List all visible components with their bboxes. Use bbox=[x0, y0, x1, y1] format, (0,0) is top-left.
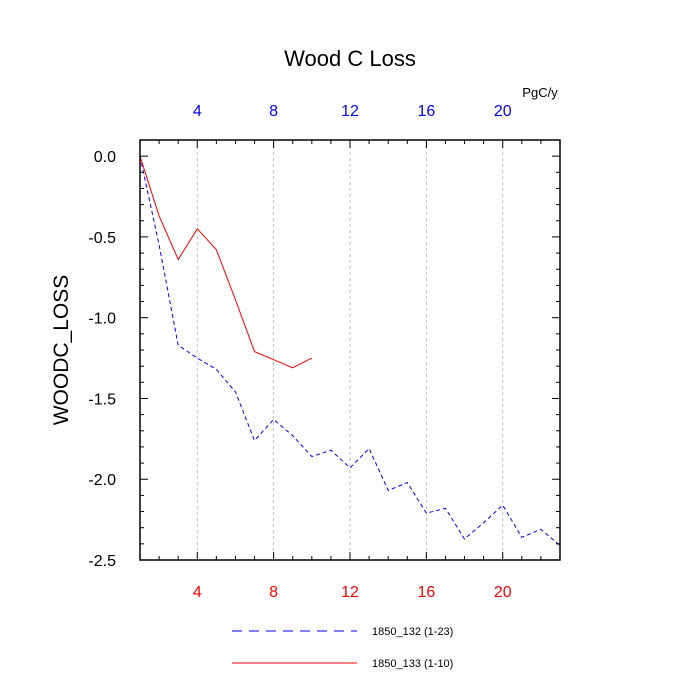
y-tick-label: -2.5 bbox=[88, 553, 116, 570]
x-tick-label-bottom: 4 bbox=[193, 584, 202, 601]
x-tick-label-top: 12 bbox=[341, 103, 359, 120]
axis-ticks bbox=[139, 139, 561, 561]
y-tick-label: -1.5 bbox=[88, 391, 116, 408]
series-line-1 bbox=[139, 156, 561, 546]
grid-lines bbox=[196, 140, 504, 560]
top-axis-unit: PgC/y bbox=[522, 85, 558, 100]
legend: 1850_132 (1-23) 1850_133 (1-10) bbox=[232, 626, 453, 670]
x-tick-label-bottom: 20 bbox=[494, 584, 512, 601]
x-tick-label-top: 4 bbox=[193, 103, 202, 120]
y-tick-label: -2.0 bbox=[88, 472, 116, 489]
y-axis-title: WOODC_LOSS bbox=[50, 275, 73, 426]
y-tick-label: -1.0 bbox=[88, 311, 116, 328]
x-tick-label-bottom: 8 bbox=[269, 584, 278, 601]
y-tick-label: 0.0 bbox=[94, 149, 116, 166]
y-tick-label: -0.5 bbox=[88, 230, 116, 247]
tick-labels: 4 4 8 8 12 12 16 16 20 20 0.0 -0.5 -1.0 -1.5 -2.0 -2.5 bbox=[88, 103, 511, 601]
legend-label-1: 1850_132 (1-23) bbox=[372, 626, 453, 638]
legend-label-2: 1850_133 (1-10) bbox=[372, 658, 453, 670]
series-line-2 bbox=[139, 156, 313, 369]
x-tick-label-bottom: 16 bbox=[417, 584, 435, 601]
x-tick-label-bottom: 12 bbox=[341, 584, 359, 601]
series-lines bbox=[139, 156, 561, 546]
x-tick-label-top: 20 bbox=[494, 103, 512, 120]
chart-title: Wood C Loss bbox=[284, 46, 416, 71]
x-tick-label-top: 16 bbox=[417, 103, 435, 120]
x-tick-label-top: 8 bbox=[269, 103, 278, 120]
